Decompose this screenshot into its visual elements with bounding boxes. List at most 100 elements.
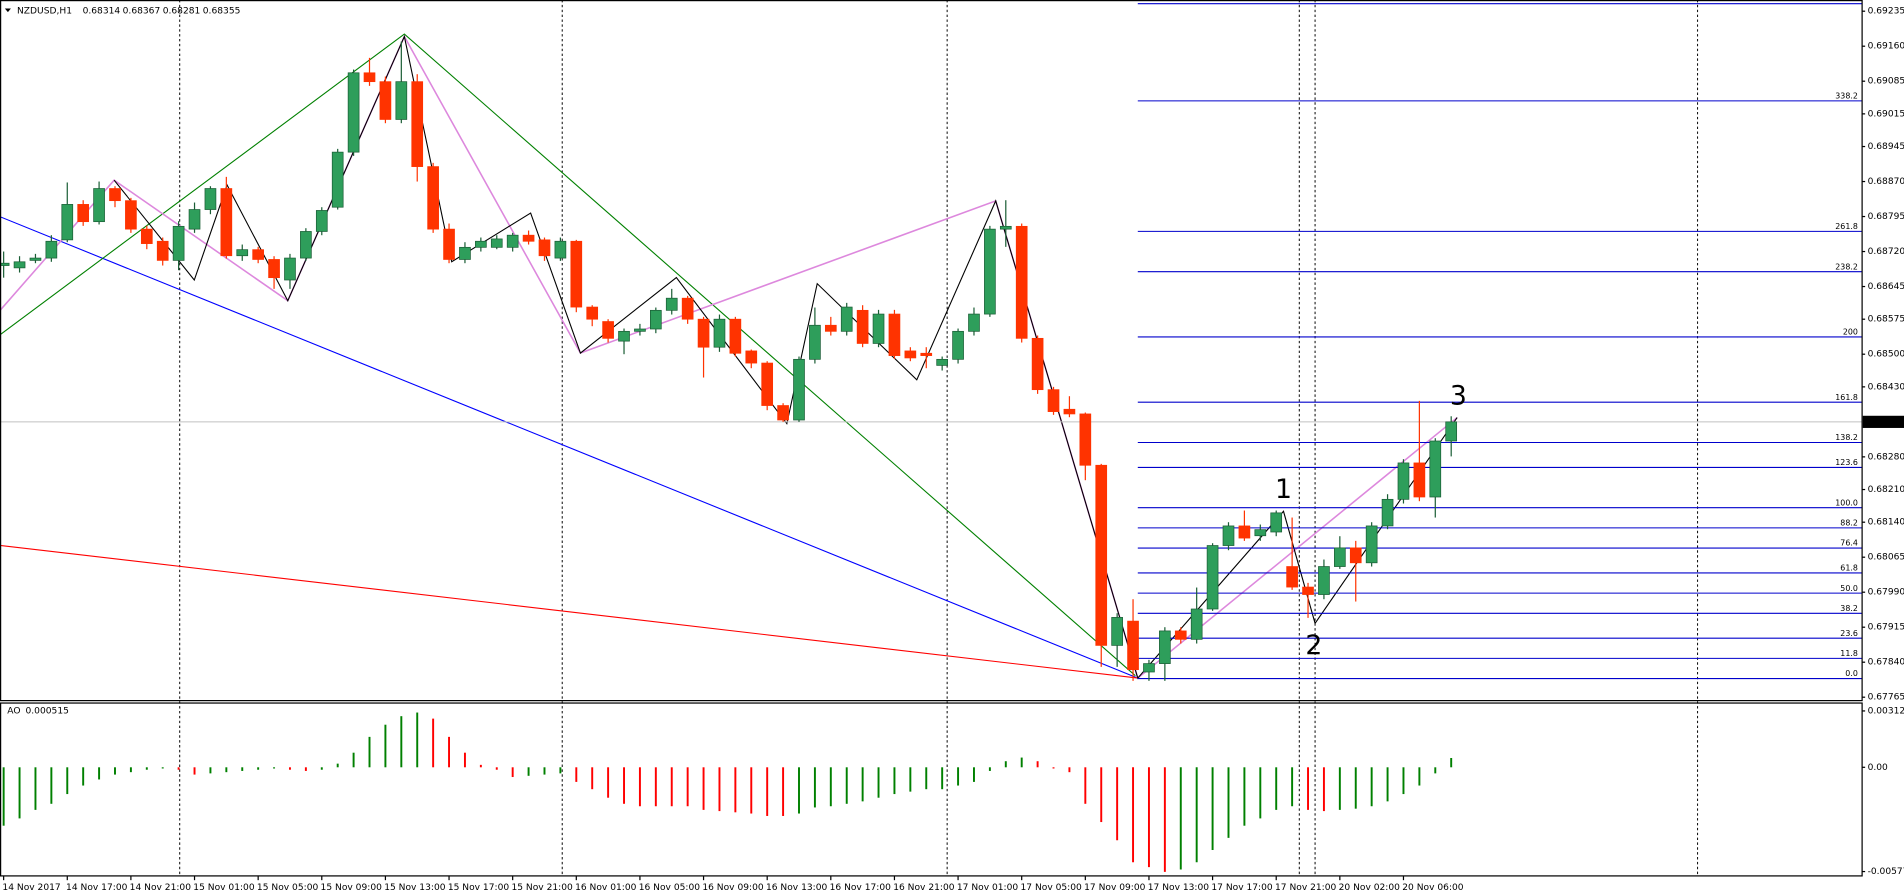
x-tick-label: 16 Nov 01:00 — [575, 883, 637, 893]
candle-body — [1143, 663, 1155, 673]
candle-body — [0, 262, 10, 266]
candle-body — [1127, 620, 1139, 671]
chart-title: NZDUSD,H1 — [17, 6, 72, 16]
candle-body — [554, 240, 567, 259]
candle-body — [1095, 464, 1108, 646]
wave-label: 2 — [1305, 630, 1322, 661]
fib-level-label: 100.0 — [1835, 498, 1858, 507]
candle-body — [1381, 498, 1394, 527]
candle-body — [1047, 389, 1060, 412]
candle-body — [1031, 337, 1044, 391]
fib-level-label: 38.2 — [1840, 604, 1858, 613]
candle-body — [411, 81, 424, 167]
menu-arrow[interactable] — [4, 8, 11, 13]
candle-body — [506, 234, 519, 248]
candle-body — [45, 240, 58, 259]
candle-body — [379, 81, 392, 120]
x-tick-label: 14 Nov 17:00 — [66, 883, 128, 893]
header-close: 0.68355 — [203, 6, 241, 16]
x-tick-label: 16 Nov 21:00 — [893, 883, 955, 893]
candle-body — [1174, 630, 1187, 640]
candle-body — [13, 261, 26, 269]
fib-level-label: 11.8 — [1840, 649, 1858, 658]
candle-body — [252, 249, 264, 260]
x-tick-label: 16 Nov 17:00 — [830, 883, 892, 893]
marks: 0.69235 0.69160 0.69085 0.69015 0.68945 0.688… — [0, 7, 1904, 893]
fib-level-label: 88.2 — [1840, 519, 1858, 528]
candle-body — [140, 228, 153, 244]
candle-body — [1254, 529, 1267, 537]
candle-body — [363, 72, 376, 83]
y-tick-label: 0.68065 — [1868, 553, 1904, 563]
candle-body — [809, 324, 821, 360]
candle-body — [172, 225, 185, 261]
y-tick-label: 0.68210 — [1868, 485, 1904, 495]
y-tick-label: 0.69160 — [1868, 42, 1904, 52]
wave-label: 3 — [1450, 380, 1467, 411]
candle-body — [1302, 586, 1314, 595]
candle-body — [1286, 566, 1298, 588]
y-tick-label: 0.68795 — [1868, 212, 1904, 222]
trend-line — [0, 33, 1136, 677]
x-tick-label: 17 Nov 13:00 — [1148, 883, 1210, 893]
y-tick-label: 0.69015 — [1868, 109, 1904, 119]
candle-body — [220, 188, 233, 257]
indicator-panel-frame — [0, 702, 1863, 877]
x-tick-label: 14 Nov 21:00 — [130, 883, 192, 893]
candle-body — [586, 306, 599, 320]
fib-level-label: 238.2 — [1835, 262, 1858, 271]
y-tick-label: 0.68500 — [1868, 350, 1904, 360]
y-tick-label: 0.69085 — [1868, 77, 1904, 87]
y2-tick-label: 0.003121 — [1868, 706, 1904, 716]
candle-body — [999, 225, 1012, 230]
candle-body — [93, 188, 105, 223]
current-price-box — [1862, 415, 1904, 428]
indicator-name: AO — [7, 706, 20, 716]
x-tick-label: 14 Nov 2017 — [2, 883, 60, 893]
candle-body — [729, 318, 742, 354]
x-tick-label: 15 Nov 21:00 — [511, 883, 573, 893]
candle-body — [888, 313, 901, 356]
y-tick-label: 0.68140 — [1868, 518, 1904, 528]
candle-body — [77, 204, 90, 223]
candle-body — [761, 362, 774, 406]
fib-level-label: 200 — [1843, 328, 1858, 337]
vertical-dividers — [179, 0, 1699, 877]
fib-level-label: 138.2 — [1835, 433, 1858, 442]
x-tick-label: 17 Nov 01:00 — [957, 883, 1019, 893]
fib-level-label: 261.8 — [1835, 222, 1858, 231]
y-tick-label: 0.68430 — [1868, 382, 1904, 392]
x-tick-label: 15 Nov 09:00 — [321, 883, 383, 893]
fib-level-label: 161.8 — [1835, 393, 1858, 402]
x-tick-label: 20 Nov 06:00 — [1402, 883, 1464, 893]
candle-body — [284, 257, 296, 281]
candle-body — [29, 257, 42, 261]
zigzag-line — [113, 34, 1458, 680]
candle-body — [490, 238, 503, 248]
x-tick-label: 16 Nov 09:00 — [702, 883, 764, 893]
candle-body — [125, 200, 137, 230]
candle-body — [236, 249, 249, 257]
y-tick-label: 0.68575 — [1868, 315, 1904, 325]
candle-body — [1238, 525, 1251, 539]
x-tick-label: 15 Nov 17:00 — [448, 883, 510, 893]
candle-body — [522, 234, 535, 242]
fib-level-label: 123.6 — [1835, 458, 1858, 467]
candle-body — [984, 228, 996, 315]
candle-body — [156, 240, 169, 261]
candle-body — [920, 352, 933, 356]
candle-body — [968, 313, 980, 332]
candle-body — [300, 231, 312, 259]
x-tick-label: 17 Nov 21:00 — [1275, 883, 1337, 893]
fib-level-label: 50.0 — [1840, 584, 1858, 593]
candle-body — [1270, 512, 1283, 533]
candle-body — [475, 240, 487, 248]
y-tick-label: 0.67915 — [1868, 623, 1904, 633]
fib-level-label: 338.2 — [1835, 92, 1858, 101]
x-tick-label: 15 Nov 13:00 — [384, 883, 446, 893]
fib-level-label: 0.0 — [1845, 669, 1858, 678]
candle-body — [856, 309, 869, 344]
y-tick-label: 0.68645 — [1868, 282, 1904, 292]
candle-body — [1079, 413, 1092, 466]
candle-body — [570, 240, 583, 308]
